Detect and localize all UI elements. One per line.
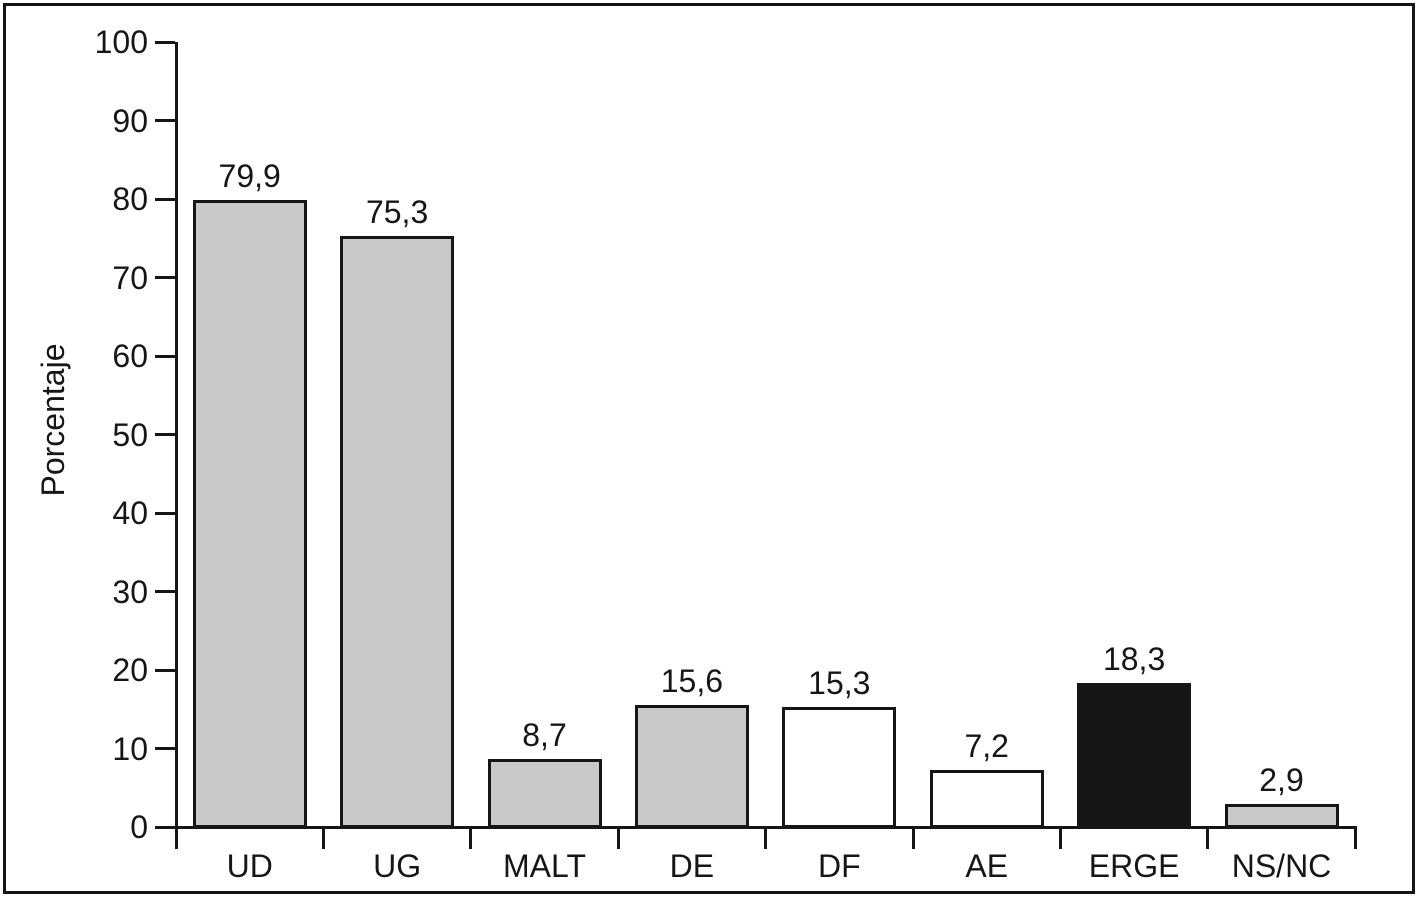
bar-ae [929, 770, 1044, 829]
bar-df [782, 706, 897, 829]
bar-value-label: 15,3 [808, 664, 871, 701]
y-axis-line [174, 42, 178, 830]
x-axis-tick [1206, 828, 1210, 849]
bar-value-label: 75,3 [365, 193, 429, 230]
y-axis-tick-label: 60 [112, 338, 148, 374]
x-axis-category-label: MALT [503, 848, 586, 884]
x-axis-tick [616, 828, 620, 849]
x-axis-tick [764, 828, 768, 849]
y-axis-tick-label: 40 [112, 495, 148, 531]
y-axis-tick [154, 276, 175, 279]
bar-ud [192, 199, 307, 829]
bar-value-label: 18,3 [1102, 641, 1166, 678]
y-axis-tick-label: 30 [112, 573, 148, 610]
y-axis-tick [154, 354, 175, 358]
y-axis-tick [154, 747, 175, 750]
x-axis-tick [1058, 828, 1062, 849]
bar-value-label: 7,2 [964, 728, 1009, 765]
bar-ns-nc [1224, 804, 1339, 829]
y-axis-tick [154, 40, 175, 44]
bar-ug [340, 235, 455, 829]
y-axis-tick [154, 197, 175, 201]
y-axis-tick-label: 70 [112, 259, 148, 296]
y-axis-tick-label: 50 [112, 416, 148, 453]
bar-value-label: 2,9 [1259, 762, 1304, 799]
x-axis-tick [911, 828, 915, 849]
y-axis-tick [154, 511, 175, 515]
figure-border [3, 3, 1415, 894]
x-axis-category-label: AE [965, 848, 1009, 884]
x-axis-category-label: ERGE [1088, 848, 1180, 884]
bar-value-label: 15,6 [660, 662, 724, 699]
x-axis-category-label: UD [226, 848, 273, 884]
y-axis-tick-label: 20 [112, 652, 148, 688]
x-axis-tick [321, 828, 325, 849]
y-axis-tick-label: 10 [112, 730, 148, 767]
x-axis-category-label: UG [373, 848, 422, 884]
x-axis-tick [1353, 828, 1357, 849]
y-axis-tick-label: 90 [112, 102, 148, 139]
y-axis-tick-label: 80 [112, 181, 148, 217]
y-axis-tick [154, 433, 175, 436]
bar-value-label: 79,9 [218, 157, 281, 194]
x-axis-tick [469, 828, 473, 849]
y-axis-tick [154, 825, 175, 829]
y-axis-tick-label: 100 [94, 24, 148, 60]
y-axis-tick [154, 668, 175, 672]
x-axis-category-label: DE [669, 848, 715, 884]
bar-value-label: 8,7 [522, 716, 567, 753]
x-axis-category-label: NS/NC [1231, 848, 1332, 884]
bar-de [634, 704, 749, 829]
y-axis-tick-label: 0 [130, 809, 148, 845]
x-axis-line [174, 825, 1357, 829]
x-axis-category-label: DF [817, 848, 861, 884]
y-axis-tick [154, 119, 175, 122]
x-axis-tick [174, 828, 178, 849]
bar-malt [487, 758, 602, 829]
bar-erge [1077, 683, 1192, 829]
y-axis-tick [154, 590, 175, 593]
